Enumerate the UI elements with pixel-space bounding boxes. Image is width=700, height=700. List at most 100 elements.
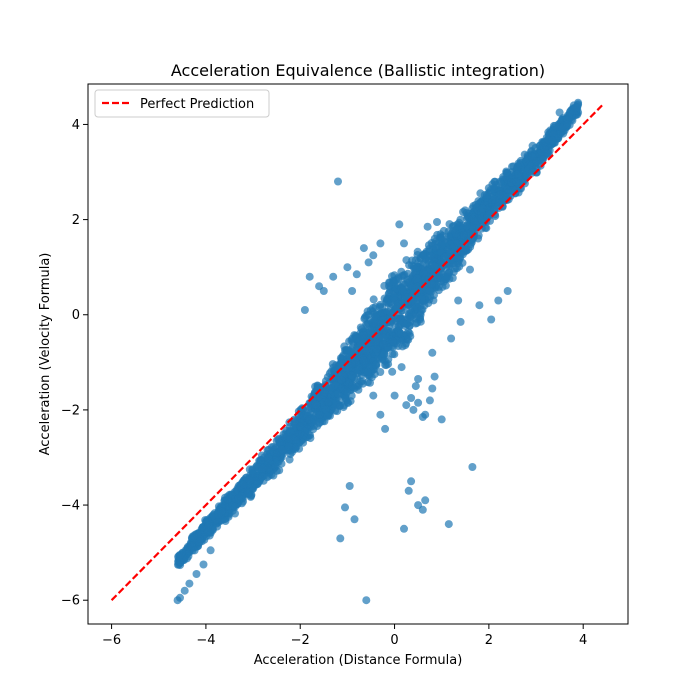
cloud-point — [539, 155, 547, 164]
cloud-point — [369, 295, 378, 304]
data-point — [359, 244, 368, 253]
cloud-point — [490, 195, 499, 204]
cloud-point — [480, 191, 489, 199]
data-point — [362, 596, 371, 605]
cloud-point — [496, 177, 504, 186]
cloud-point — [411, 319, 420, 328]
cloud-point — [234, 494, 243, 502]
cloud-point — [354, 385, 363, 394]
cloud-point — [478, 204, 487, 213]
cloud-point — [248, 470, 257, 478]
data-point — [418, 413, 427, 421]
data-point — [414, 375, 423, 383]
cloud-point — [245, 476, 254, 485]
cloud-point — [190, 546, 199, 555]
cloud-point — [401, 293, 410, 301]
cloud-point — [376, 368, 385, 376]
cloud-point — [507, 178, 516, 187]
data-point — [461, 244, 470, 253]
data-point — [345, 482, 354, 490]
data-point — [407, 394, 416, 402]
cloud-point — [328, 360, 337, 369]
cloud-point — [337, 375, 346, 384]
data-point — [334, 177, 342, 186]
cloud-point — [513, 162, 522, 171]
data-point — [430, 372, 439, 381]
data-point — [305, 272, 314, 281]
cloud-point — [396, 316, 405, 325]
cloud-point — [418, 295, 427, 304]
data-point — [400, 239, 408, 248]
cloud-point — [563, 120, 572, 129]
cloud-point — [368, 307, 377, 316]
cloud-point — [397, 329, 405, 338]
cloud-point — [380, 294, 389, 303]
data-point — [369, 391, 378, 400]
cloud-point — [284, 442, 293, 451]
cloud-point — [380, 356, 389, 365]
cloud-point — [462, 222, 471, 231]
cloud-point — [437, 241, 446, 250]
data-point — [475, 301, 484, 310]
data-point — [192, 570, 201, 578]
data-point — [400, 524, 408, 533]
cloud-point — [369, 318, 378, 327]
cloud-point — [275, 438, 284, 447]
y-axis-label: Acceleration (Velocity Formula) — [38, 253, 53, 456]
cloud-point — [239, 480, 248, 489]
cloud-point — [551, 122, 560, 130]
cloud-point — [390, 350, 399, 359]
cloud-point — [203, 528, 212, 536]
cloud-point — [313, 382, 322, 390]
legend-box — [94, 89, 270, 118]
perfect-prediction-line — [110, 104, 603, 601]
x-tick-label: −6 — [102, 633, 121, 648]
x-tick-label: −4 — [196, 633, 215, 648]
cloud-point — [204, 521, 213, 530]
y-tick-label: 4 — [72, 118, 80, 133]
cloud-point — [264, 454, 273, 463]
cloud-point — [305, 415, 314, 424]
cloud-point — [413, 247, 422, 256]
data-point — [418, 505, 427, 514]
cloud-point — [490, 205, 499, 214]
data-point — [376, 410, 385, 419]
cloud-point — [470, 217, 479, 226]
data-point — [348, 287, 357, 295]
cloud-point — [451, 264, 459, 273]
cloud-point — [348, 381, 357, 390]
cloud-point — [372, 345, 381, 354]
cloud-point — [419, 269, 428, 277]
x-tick-label: 4 — [579, 633, 587, 648]
plot-frame — [87, 83, 629, 625]
cloud-point — [489, 184, 498, 193]
cloud-point — [359, 356, 368, 365]
cloud-point — [371, 361, 380, 369]
cloud-point — [514, 169, 523, 178]
cloud-point — [341, 394, 350, 402]
chart-title: Acceleration Equivalence (Ballistic inte… — [171, 61, 545, 80]
cloud-point — [175, 557, 184, 566]
cloud-point — [521, 157, 530, 166]
y-tick-label: 2 — [72, 213, 80, 228]
x-tick-label: 0 — [390, 633, 398, 648]
cloud-point — [335, 361, 344, 370]
data-point — [176, 593, 184, 602]
cloud-point — [520, 150, 529, 159]
cloud-point — [512, 178, 521, 187]
x-tick-label: 2 — [485, 633, 493, 648]
cloud-point — [397, 285, 406, 293]
cloud-point — [359, 331, 368, 340]
cloud-point — [363, 320, 372, 329]
cloud-point — [428, 280, 436, 288]
data-point — [428, 384, 437, 393]
cloud-point — [286, 433, 295, 442]
cloud-point — [566, 108, 574, 117]
data-point — [503, 287, 512, 295]
cloud-point — [277, 445, 286, 454]
data-point — [376, 239, 385, 248]
data-point — [352, 270, 361, 279]
data-point — [343, 263, 352, 272]
cloud-point — [426, 251, 435, 260]
cloud-point — [366, 378, 374, 387]
